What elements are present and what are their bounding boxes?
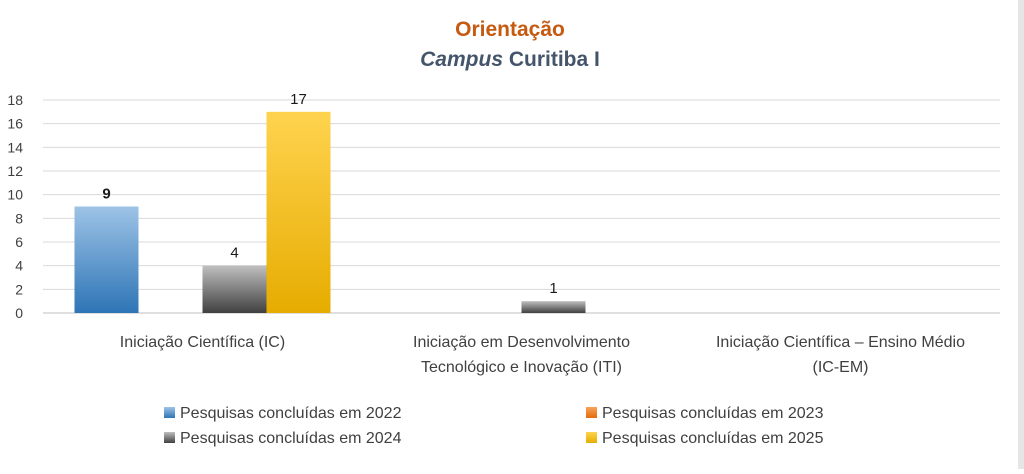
x-axis-categories: Iniciação Científica (IC) Iniciação em De… <box>120 334 965 376</box>
chart-title: Orientação <box>455 18 565 41</box>
legend-swatch <box>164 407 175 418</box>
gridlines <box>43 99 1000 314</box>
bar-series-3-cat-0 <box>266 111 331 313</box>
bar-series-0-cat-0 <box>74 206 139 313</box>
y-tick-label: 12 <box>7 163 23 179</box>
legend-label: Pesquisas concluídas em 2025 <box>602 430 824 447</box>
legend: Pesquisas concluídas em 2022 Pesquisas co… <box>164 405 824 447</box>
legend-swatch <box>586 407 597 418</box>
y-tick-label: 0 <box>15 305 23 321</box>
x-category-label: Iniciação Científica (IC) <box>120 334 285 351</box>
y-axis-ticks: 0 2 4 6 8 10 12 14 16 18 <box>7 92 23 321</box>
data-label: 9 <box>102 186 110 203</box>
y-tick-label: 10 <box>7 187 23 203</box>
y-tick-label: 6 <box>15 234 23 250</box>
legend-label: Pesquisas concluídas em 2024 <box>180 430 402 447</box>
legend-swatch <box>164 432 175 443</box>
bars <box>74 111 586 313</box>
chart-subtitle-rest: Curitiba I <box>503 48 600 71</box>
y-tick-label: 14 <box>7 139 23 155</box>
bar-series-2-cat-1 <box>521 301 586 313</box>
x-category-label: Iniciação em Desenvolvimento <box>413 334 630 351</box>
data-label: 1 <box>549 280 557 297</box>
chart-subtitle: Campus Curitiba I <box>420 48 600 71</box>
window-edge <box>1018 0 1024 469</box>
x-category-label: Iniciação Científica – Ensino Médio <box>716 334 965 351</box>
x-category-label: Tecnológico e Inovação (ITI) <box>421 359 622 376</box>
legend-label: Pesquisas concluídas em 2022 <box>180 405 402 422</box>
data-label: 17 <box>290 91 307 108</box>
x-category-label: (IC-EM) <box>813 359 869 376</box>
y-tick-label: 4 <box>15 258 23 274</box>
y-tick-label: 2 <box>15 281 23 297</box>
y-tick-label: 8 <box>15 210 23 226</box>
data-label: 4 <box>230 245 238 262</box>
y-tick-label: 16 <box>7 116 23 132</box>
legend-swatch <box>586 432 597 443</box>
chart-subtitle-italic: Campus <box>420 48 503 71</box>
bar-series-2-cat-0 <box>202 265 267 313</box>
data-labels: 9 4 17 1 <box>102 91 557 297</box>
y-tick-label: 18 <box>7 92 23 108</box>
legend-label: Pesquisas concluídas em 2023 <box>602 405 824 422</box>
